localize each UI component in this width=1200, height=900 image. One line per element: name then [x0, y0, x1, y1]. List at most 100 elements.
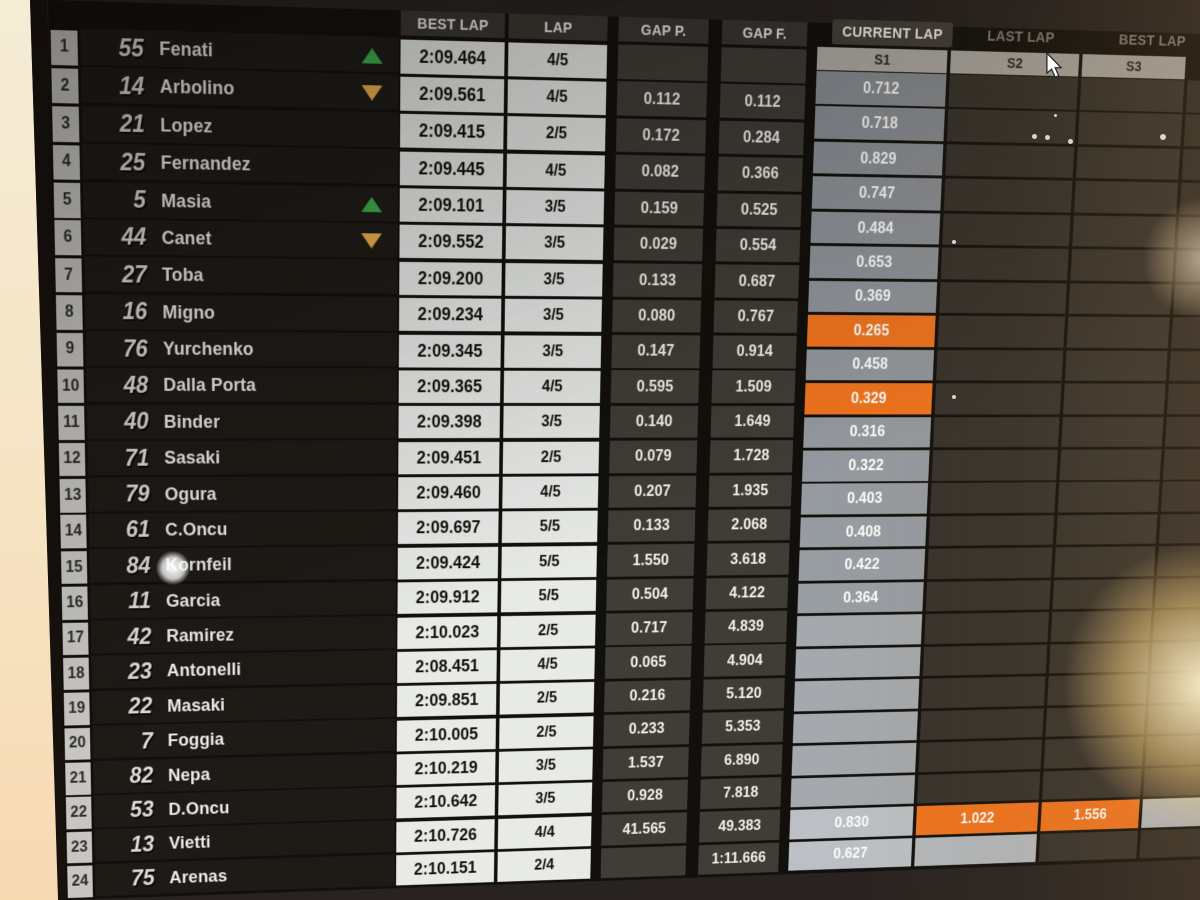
best-lap-cell: 2:09.345 [398, 334, 501, 368]
position-cell: 19 [63, 692, 90, 726]
best-lap-cell: 2:09.697 [397, 511, 499, 545]
gap-prev-cell: 0.080 [612, 299, 702, 333]
best-lap-cell: 2:09.424 [397, 546, 499, 580]
table-row[interactable]: 9 76 Yurchenko 2:09.345 3/5 0.147 0.914 0.458 [55, 331, 1200, 382]
best-lap-cell: 2:09.552 [399, 225, 503, 260]
position-cell: 10 [57, 369, 85, 404]
position-cell: 1 [50, 29, 79, 66]
position-cell: 17 [62, 622, 89, 656]
lap-count-cell: 4/4 [497, 815, 592, 849]
table-row[interactable]: 10 48 Dalla Porta 2:09.365 4/5 0.595 1.509 0.32… [55, 367, 1200, 415]
rider-name: Sasaki [164, 446, 221, 468]
position-loss-arrow-down-icon [351, 225, 392, 258]
rider-number: 44 [121, 223, 147, 251]
lap-count-cell: 2/4 [497, 848, 591, 883]
lap-count-cell: 3/5 [498, 749, 593, 783]
gap-prev-cell: 1.550 [606, 544, 695, 577]
gap-prev-cell: 0.928 [602, 779, 688, 813]
sector-extra-cell [1147, 703, 1200, 735]
rider-name: Arenas [169, 865, 228, 887]
table-row[interactable]: 11 40 Binder 2:09.398 3/5 0.140 1.649 0.316 [56, 404, 1200, 448]
lap-count-cell: 2/5 [499, 682, 595, 715]
lap-count-cell: 3/5 [498, 782, 593, 816]
gap-prev-cell: 0.159 [614, 191, 705, 226]
sector2-cell [919, 708, 1044, 741]
tab-current-lap[interactable]: CURRENT LAP [831, 19, 954, 48]
gap-prev-cell: 41.565 [601, 812, 688, 846]
lap-count-cell: 5/5 [501, 545, 598, 578]
position-cell: 6 [54, 220, 82, 256]
lap-count-cell: 4/5 [503, 370, 601, 403]
position-cell: 15 [60, 550, 88, 585]
gap-prev-cell: 0.082 [615, 154, 706, 190]
lap-count-cell: 2/5 [506, 116, 606, 152]
rider-name: D.Oncu [168, 797, 230, 819]
gap-first-cell: 2.068 [707, 508, 791, 542]
best-lap-cell: 2:10.151 [396, 852, 495, 886]
gap-first-cell: 0.687 [714, 264, 800, 298]
timing-monitor-screen: BEST LAP LAP GAP P. GAP F. CURRENT LAP L… [30, 0, 1200, 900]
best-lap-cell: 2:10.023 [397, 615, 498, 649]
lap-count-cell: 4/5 [507, 41, 608, 79]
rider-number: 14 [118, 71, 145, 100]
position-cell: 3 [52, 106, 80, 143]
sector3-cell [1047, 674, 1148, 706]
position-cell: 16 [61, 586, 88, 620]
gap-first-cell: 4.122 [705, 576, 789, 610]
rider-name: Fenati [159, 37, 214, 61]
sector1-cell [791, 742, 917, 776]
position-cell: 2 [51, 68, 79, 104]
gap-first-cell: 4.839 [704, 610, 788, 644]
gap-prev-cell: 0.133 [607, 509, 696, 543]
rider-number: 71 [124, 444, 150, 471]
rider-name: Lopez [160, 113, 213, 137]
sector2-cell [917, 771, 1041, 804]
tab-best-lap[interactable]: BEST LAP [1118, 30, 1187, 50]
gap-prev-cell: 0.029 [613, 227, 704, 262]
gap-first-cell: 1.649 [710, 405, 795, 438]
gap-first-cell: 5.120 [702, 677, 785, 711]
mouse-cursor-icon [1046, 53, 1063, 79]
position-gain-arrow-up-icon [351, 38, 393, 72]
lap-count-cell: 2/5 [502, 441, 600, 474]
gap-prev-cell [600, 845, 687, 879]
position-cell: 14 [60, 514, 87, 549]
best-lap-cell: 2:09.415 [400, 113, 504, 150]
gap-first-cell: 1.935 [708, 474, 792, 507]
rider-name: Masia [161, 188, 212, 212]
lap-count-cell: 3/5 [504, 334, 602, 368]
gap-first-cell: 6.890 [700, 744, 783, 777]
best-lap-cell: 2:10.642 [396, 785, 496, 819]
gap-prev-cell: 0.140 [609, 405, 699, 438]
rider-number: 82 [129, 762, 154, 788]
rider-number: 23 [127, 658, 153, 684]
sector-extra-cell [1141, 795, 1200, 828]
sector-extra-cell [1150, 640, 1200, 672]
sector1-cell [792, 711, 918, 744]
position-cell: 13 [59, 478, 87, 513]
sector2-cell [914, 833, 1037, 867]
gap-prev-cell: 0.504 [606, 578, 694, 611]
sector2-cell [918, 739, 1043, 772]
position-loss-arrow-down-icon [351, 76, 393, 110]
gap-prev-cell: 0.717 [605, 612, 693, 645]
position-cell: 18 [63, 657, 90, 691]
best-lap-cell: 2:08.451 [397, 650, 497, 684]
rider-number: 5 [133, 185, 146, 213]
gap-prev-cell: 0.595 [610, 370, 700, 403]
rider-name: Nepa [167, 763, 211, 785]
gap-prev-cell: 0.065 [604, 646, 692, 679]
tab-last-lap[interactable]: LAST LAP [986, 27, 1056, 46]
lap-count-cell: 3/5 [504, 298, 603, 333]
rider-name: Vietti [168, 831, 211, 853]
position-cell: 4 [52, 144, 81, 181]
rider-number: 7 [140, 727, 153, 754]
gap-first-cell: 5.353 [701, 710, 784, 744]
best-lap-column-header: BEST LAP [400, 10, 506, 39]
sector3-cell [1038, 830, 1138, 862]
gap-prev-cell: 0.216 [604, 679, 691, 713]
sector3-cell: 1.556 [1040, 799, 1140, 831]
best-lap-cell: 2:10.726 [396, 818, 495, 853]
position-cell: 12 [58, 442, 86, 477]
rider-name: Ramirez [166, 624, 235, 646]
